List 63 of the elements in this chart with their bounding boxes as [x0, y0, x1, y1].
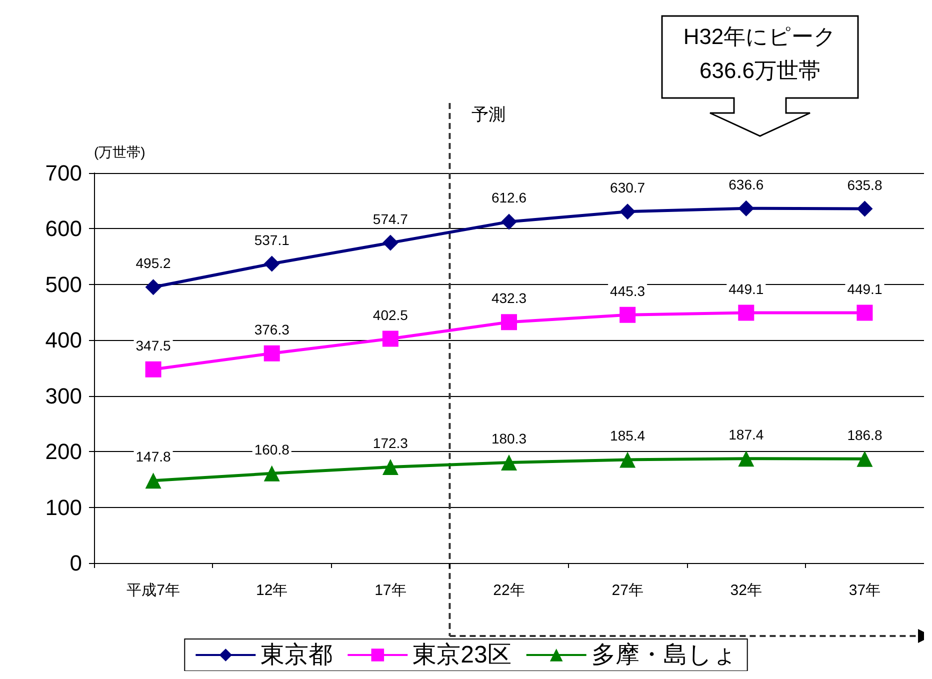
point [738, 304, 754, 321]
data-label: 180.3 [491, 430, 527, 447]
point [856, 200, 873, 217]
point [264, 256, 280, 272]
point [382, 234, 398, 251]
x-tick-label: 22年 [493, 582, 525, 599]
y-tick-label: 400 [45, 328, 82, 353]
data-label: 185.4 [610, 428, 646, 444]
data-label: 449.1 [728, 280, 764, 297]
data-label: 636.6 [728, 176, 764, 192]
data-label: 402.5 [372, 306, 408, 323]
data-label: 449.1 [847, 280, 882, 297]
data-label: 147.8 [136, 448, 172, 465]
point [620, 452, 636, 468]
point [145, 361, 162, 378]
point [501, 314, 517, 330]
point [382, 459, 398, 476]
point [620, 306, 636, 323]
y-tick-label: 700 [45, 160, 82, 186]
x-tick-label: 27年 [612, 582, 644, 599]
data-label: 612.6 [491, 190, 527, 206]
point [264, 345, 280, 362]
data-label: 495.2 [136, 255, 172, 272]
point [264, 465, 280, 482]
legend-label: 東京23区 [412, 642, 512, 668]
x-tick-label: 32年 [730, 582, 762, 599]
data-label: 574.7 [372, 210, 408, 227]
y-tick-label: 300 [45, 383, 82, 408]
point [738, 200, 754, 216]
data-label: 186.8 [847, 426, 882, 443]
point [856, 450, 873, 467]
ref-line-label: 予測 [472, 105, 506, 124]
point [382, 330, 398, 347]
point [856, 304, 873, 321]
data-label: 635.8 [847, 176, 882, 193]
data-label: 630.7 [610, 180, 646, 196]
data-label: 432.3 [491, 290, 527, 306]
legend-label: 東京都 [260, 642, 333, 668]
y-tick-label: 0 [70, 550, 82, 576]
x-tick-label: 17年 [374, 582, 406, 599]
y-axis-title: (万世帯) [94, 144, 146, 160]
point [501, 454, 517, 471]
x-tick-label: 37年 [848, 582, 881, 599]
text: H32年にピーク 636.6万世帯 [682, 23, 838, 85]
x-tick-label: 平成7年 [126, 582, 180, 599]
point [620, 204, 636, 220]
data-label: 347.5 [136, 337, 172, 354]
data-label: 376.3 [254, 321, 290, 338]
point [145, 279, 162, 296]
y-tick-label: 500 [45, 272, 82, 297]
data-label: 187.4 [728, 426, 764, 443]
y-tick-label: 600 [45, 216, 82, 242]
data-label: 160.8 [254, 441, 290, 458]
legend-label: 多摩・島しょ [591, 642, 738, 668]
point [501, 214, 517, 230]
data-label: 172.3 [372, 435, 408, 452]
data-label: 445.3 [610, 282, 646, 299]
y-tick-label: 100 [45, 494, 82, 520]
x-tick-label: 12年 [256, 582, 288, 599]
point [738, 450, 754, 467]
y-tick-label: 200 [45, 439, 82, 464]
data-label: 537.1 [254, 232, 290, 248]
point [145, 472, 162, 489]
